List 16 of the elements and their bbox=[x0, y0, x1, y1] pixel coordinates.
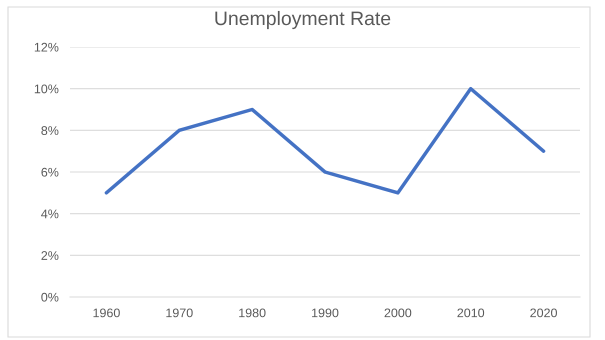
y-tick-label: 8% bbox=[41, 126, 58, 135]
y-tick-label: 4% bbox=[41, 210, 58, 218]
x-tick-label: 2000 bbox=[384, 308, 412, 318]
y-tick-label: 12% bbox=[34, 42, 58, 52]
x-tick-label: 2010 bbox=[457, 308, 484, 318]
y-tick-label: 2% bbox=[41, 251, 58, 260]
y-tick-label: 6% bbox=[41, 168, 58, 177]
x-tick-label: 1970 bbox=[166, 308, 193, 318]
chart-title: Unemployment Rate bbox=[215, 10, 390, 30]
x-tick-label: 1980 bbox=[239, 308, 266, 318]
line-series bbox=[104, 86, 546, 195]
x-tick-label: 1990 bbox=[312, 308, 338, 318]
y-tick-label: 10% bbox=[34, 84, 58, 94]
y-tick-label: 0% bbox=[41, 292, 58, 302]
x-tick-label: 1960 bbox=[93, 308, 120, 318]
x-tick-label: 2020 bbox=[530, 308, 557, 318]
